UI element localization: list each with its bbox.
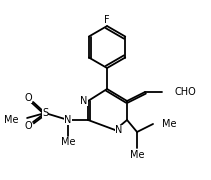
Text: O: O (24, 93, 32, 103)
Text: O: O (24, 121, 32, 131)
Text: F: F (104, 15, 110, 25)
Text: S: S (42, 108, 48, 118)
Text: Me: Me (162, 119, 177, 129)
Text: N: N (80, 96, 88, 106)
Text: Me: Me (4, 115, 18, 125)
Text: N: N (64, 115, 72, 125)
Text: CHO: CHO (174, 87, 196, 97)
Text: N: N (115, 125, 123, 135)
Text: Me: Me (61, 137, 75, 147)
Text: Me: Me (130, 150, 144, 160)
